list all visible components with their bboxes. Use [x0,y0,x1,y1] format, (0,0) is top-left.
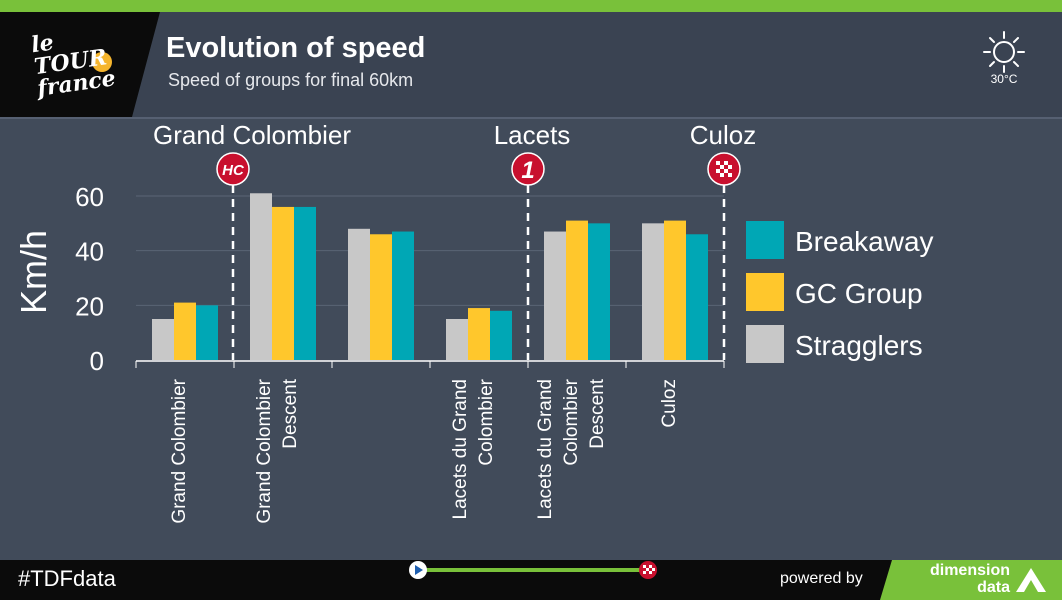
legend-swatch [746,325,784,363]
logo-sun-dot [92,52,112,72]
bar-stragglers [446,319,468,360]
temperature-readout: 30°C [990,72,1018,86]
legend-label: Stragglers [795,330,923,361]
checker-square [716,161,720,165]
checker-square [716,169,720,173]
y-tick-label: 20 [75,291,104,321]
footer: #TDFdata powered by dimension data [0,560,1062,600]
bar-stragglers [642,223,664,360]
checker-square [724,161,728,165]
x-tick-label: Lacets du Grand Colombier Descent [535,378,608,519]
bar-breakaway [392,231,414,360]
header: le TOUR france Evolution of speed Speed of… [0,12,1062,119]
powered-by-label: powered by [780,570,863,587]
legend-label: Breakaway [795,226,934,257]
marker-label: Grand Colombier [153,120,351,150]
bar-gc-group [664,220,686,360]
marker-label: Culoz [690,120,756,150]
bar-stragglers [152,319,174,360]
checker-square [720,165,724,169]
x-tick-label: Culoz [659,379,680,428]
marker-badge-text: 1 [521,157,534,184]
y-axis-label: Km/h [13,230,54,314]
bar-stragglers [250,193,272,360]
hashtag-label: #TDFdata [18,566,116,591]
x-tick-label: Grand Colombier Descent [254,378,301,523]
bar-stragglers [544,231,566,360]
checker-square [724,169,728,173]
y-tick-label: 40 [75,237,104,267]
marker-label: Lacets [494,120,571,150]
checker-square [720,173,724,177]
page-title: Evolution of speed [166,32,426,64]
bar-breakaway [686,234,708,360]
dimension-data-wordmark: dimension data [929,562,1010,596]
x-tick-label: Lacets du Grand Colombier [450,378,497,519]
bar-gc-group [272,206,294,360]
checker-square [728,165,732,169]
bar-breakaway [294,206,316,360]
bar-gc-group [468,308,490,360]
sun-icon [983,31,1025,73]
bar-breakaway [588,223,610,360]
logo-lettering: le TOUR france [29,29,118,102]
legend-swatch [746,221,784,259]
marker-badge [511,152,545,186]
dimension-data-triangle-icon [1016,568,1046,592]
y-tick-label: 60 [75,182,104,212]
bar-breakaway [196,305,218,360]
bar-gc-group [370,234,392,360]
tour-de-france-logo: le TOUR france [0,12,160,117]
bar-breakaway [490,310,512,360]
speed-bar-chart: 0 20 40 60 Km/h Grand Colombier Grand Colombie… [13,120,934,524]
route-progress-bar[interactable] [406,560,666,580]
y-tick-label: 0 [90,346,104,376]
bar-gc-group [174,302,196,360]
top-accent-bar [0,0,1062,12]
marker-badge-text: HC [222,162,245,179]
x-tick-label: Grand Colombier [169,378,190,523]
bar-stragglers [348,228,370,360]
bar-gc-group [566,220,588,360]
marker-badge [216,152,250,186]
page-subtitle: Speed of groups for final 60km [168,70,414,90]
checker-square [728,173,732,177]
legend-swatch [746,273,784,311]
legend-label: GC Group [795,278,923,309]
